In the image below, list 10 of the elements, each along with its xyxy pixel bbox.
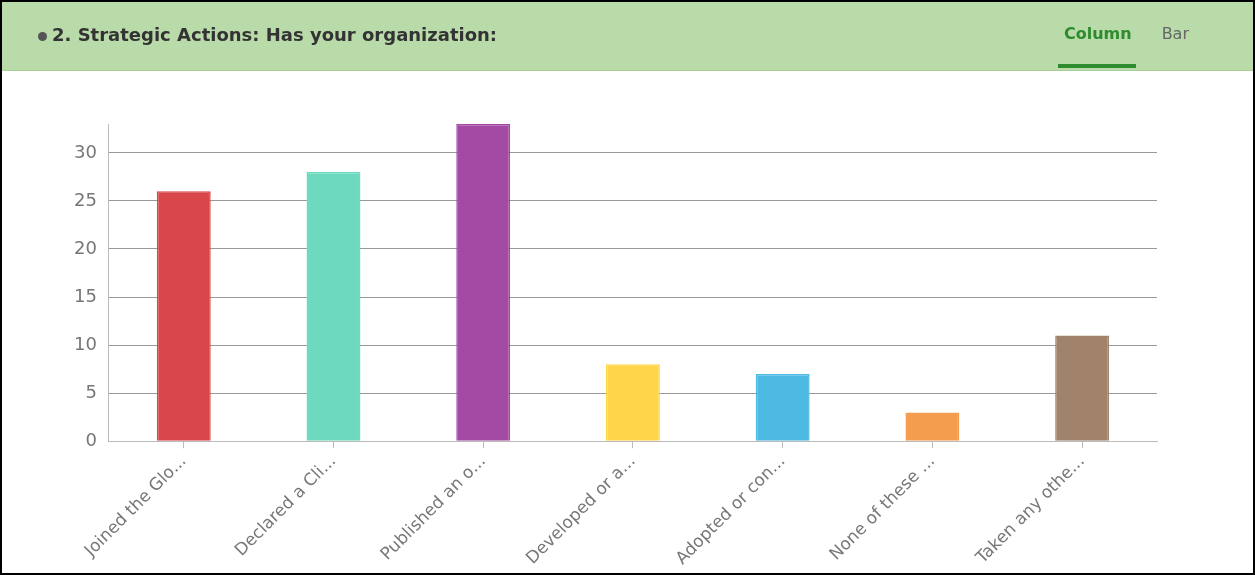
y-tick-label: 5 [85,380,97,402]
y-tick-label: 25 [74,188,97,210]
y-tick-label: 0 [85,428,97,450]
y-tick-label: 20 [74,236,97,258]
y-tick-label: 30 [74,140,97,162]
text: Bar [1160,24,1190,45]
y-tick-label: 10 [74,332,97,354]
text: Column [1057,24,1136,68]
y-tick-label: 15 [74,284,97,306]
chart-title: 2. Strategic Actions: Has your organization: [52,24,498,45]
